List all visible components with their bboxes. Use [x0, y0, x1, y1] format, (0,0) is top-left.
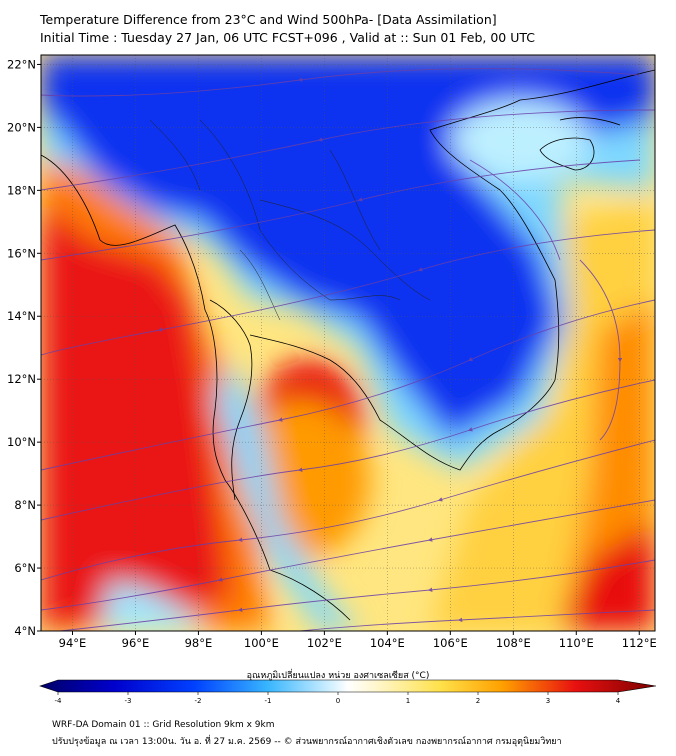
- footer-credit: ปรับปรุงข้อมูล ณ เวลา 13:00น. วัน อ. ที่…: [52, 737, 562, 747]
- lat-label: 16°N: [7, 246, 36, 260]
- chart-title: Temperature Difference from 23°C and Win…: [40, 12, 497, 27]
- lon-label: 98°E: [185, 636, 213, 650]
- lon-label: 110°E: [559, 636, 594, 650]
- footer-model-info: WRF-DA Domain 01 :: Grid Resolution 9km …: [52, 720, 275, 730]
- lat-label: 14°N: [7, 309, 36, 323]
- lon-label: 94°E: [59, 636, 87, 650]
- colorbar-label: อุณหภูมิเปลี่ยนแปลง หน่วย องศาเซลเซียส (…: [246, 671, 430, 681]
- colorbar-tick-label: -2: [195, 697, 202, 705]
- colorbar-tick-label: -1: [265, 697, 272, 705]
- colorbar-tick-label: -3: [125, 697, 132, 705]
- chart-subtitle: Initial Time : Tuesday 27 Jan, 06 UTC FC…: [40, 30, 536, 45]
- lon-label: 106°E: [433, 636, 468, 650]
- lat-label: 18°N: [7, 183, 36, 197]
- colorbar-tick-label: 2: [476, 697, 480, 705]
- latitude-ticks: 22°N 20°N 18°N 16°N 14°N 12°N 10°N 8°N 6°N 4°N: [7, 57, 41, 638]
- colorbar-tick-label: -4: [55, 697, 63, 705]
- lon-label: 100°E: [244, 636, 279, 650]
- lat-label: 12°N: [7, 372, 36, 386]
- weather-map: 22°N 20°N 18°N 16°N 14°N 12°N 10°N 8°N 6°N 4°N 94…: [7, 54, 657, 705]
- colorbar-tick-label: 4: [616, 697, 621, 705]
- lat-label: 4°N: [14, 624, 36, 638]
- colorbar-tick-label: 3: [546, 697, 550, 705]
- colorbar-tick-label: 0: [336, 697, 340, 705]
- lon-label: 108°E: [496, 636, 531, 650]
- colorbar: -4 -3 -2 -1 0 1 2 3 4: [39, 679, 657, 705]
- lon-label: 102°E: [307, 636, 342, 650]
- lat-label: 20°N: [7, 120, 36, 134]
- lat-label: 10°N: [7, 435, 36, 449]
- colorbar-ticks: -4 -3 -2 -1 0 1 2 3 4: [55, 692, 621, 705]
- colorbar-tick-label: 1: [406, 697, 410, 705]
- lon-label: 112°E: [622, 636, 657, 650]
- wind-streamlines: [41, 68, 655, 631]
- longitude-ticks: 94°E 96°E 98°E 100°E 102°E 104°E 106°E 108°E 110…: [59, 631, 657, 650]
- lat-label: 22°N: [7, 57, 36, 71]
- map-frame: [40, 54, 656, 632]
- lon-label: 96°E: [122, 636, 150, 650]
- lon-label: 104°E: [370, 636, 405, 650]
- lat-label: 6°N: [14, 561, 36, 575]
- lat-label: 8°N: [14, 498, 36, 512]
- temperature-field: [41, 55, 655, 631]
